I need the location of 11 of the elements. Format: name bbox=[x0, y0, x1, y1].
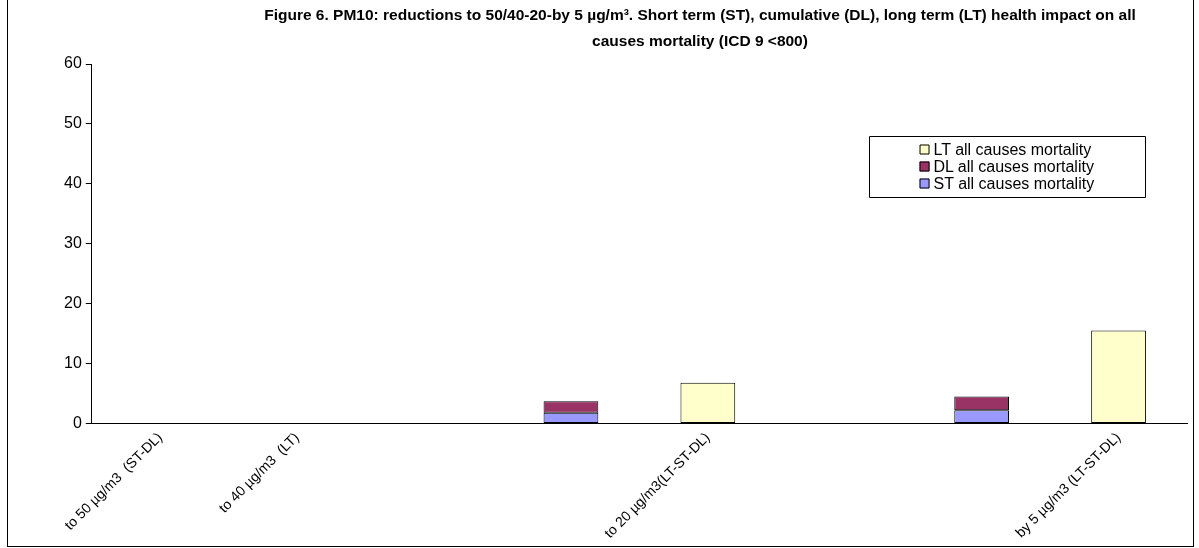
y-tick-label: 50 bbox=[64, 114, 82, 132]
y-tick-label: 20 bbox=[64, 294, 82, 312]
legend-label: ST all causes mortality bbox=[933, 174, 1095, 192]
y-tick-label: 0 bbox=[72, 413, 82, 431]
chart-title: Figure 6. PM10: reductions to 50/40-20-by 5 µg/m³. Short term (ST), cumulative (DL), long term (LT) health impact on all causes mortality (ICD 9 <800) bbox=[250, 2, 1150, 54]
y-tick-label: 60 bbox=[64, 54, 82, 72]
y-tick-label: 10 bbox=[64, 353, 82, 371]
y-tick-label: 40 bbox=[64, 174, 82, 192]
legend-label: LT all causes mortality bbox=[933, 140, 1092, 158]
legend-label: DL all causes mortality bbox=[933, 157, 1094, 175]
y-tick-label: 30 bbox=[64, 234, 82, 252]
